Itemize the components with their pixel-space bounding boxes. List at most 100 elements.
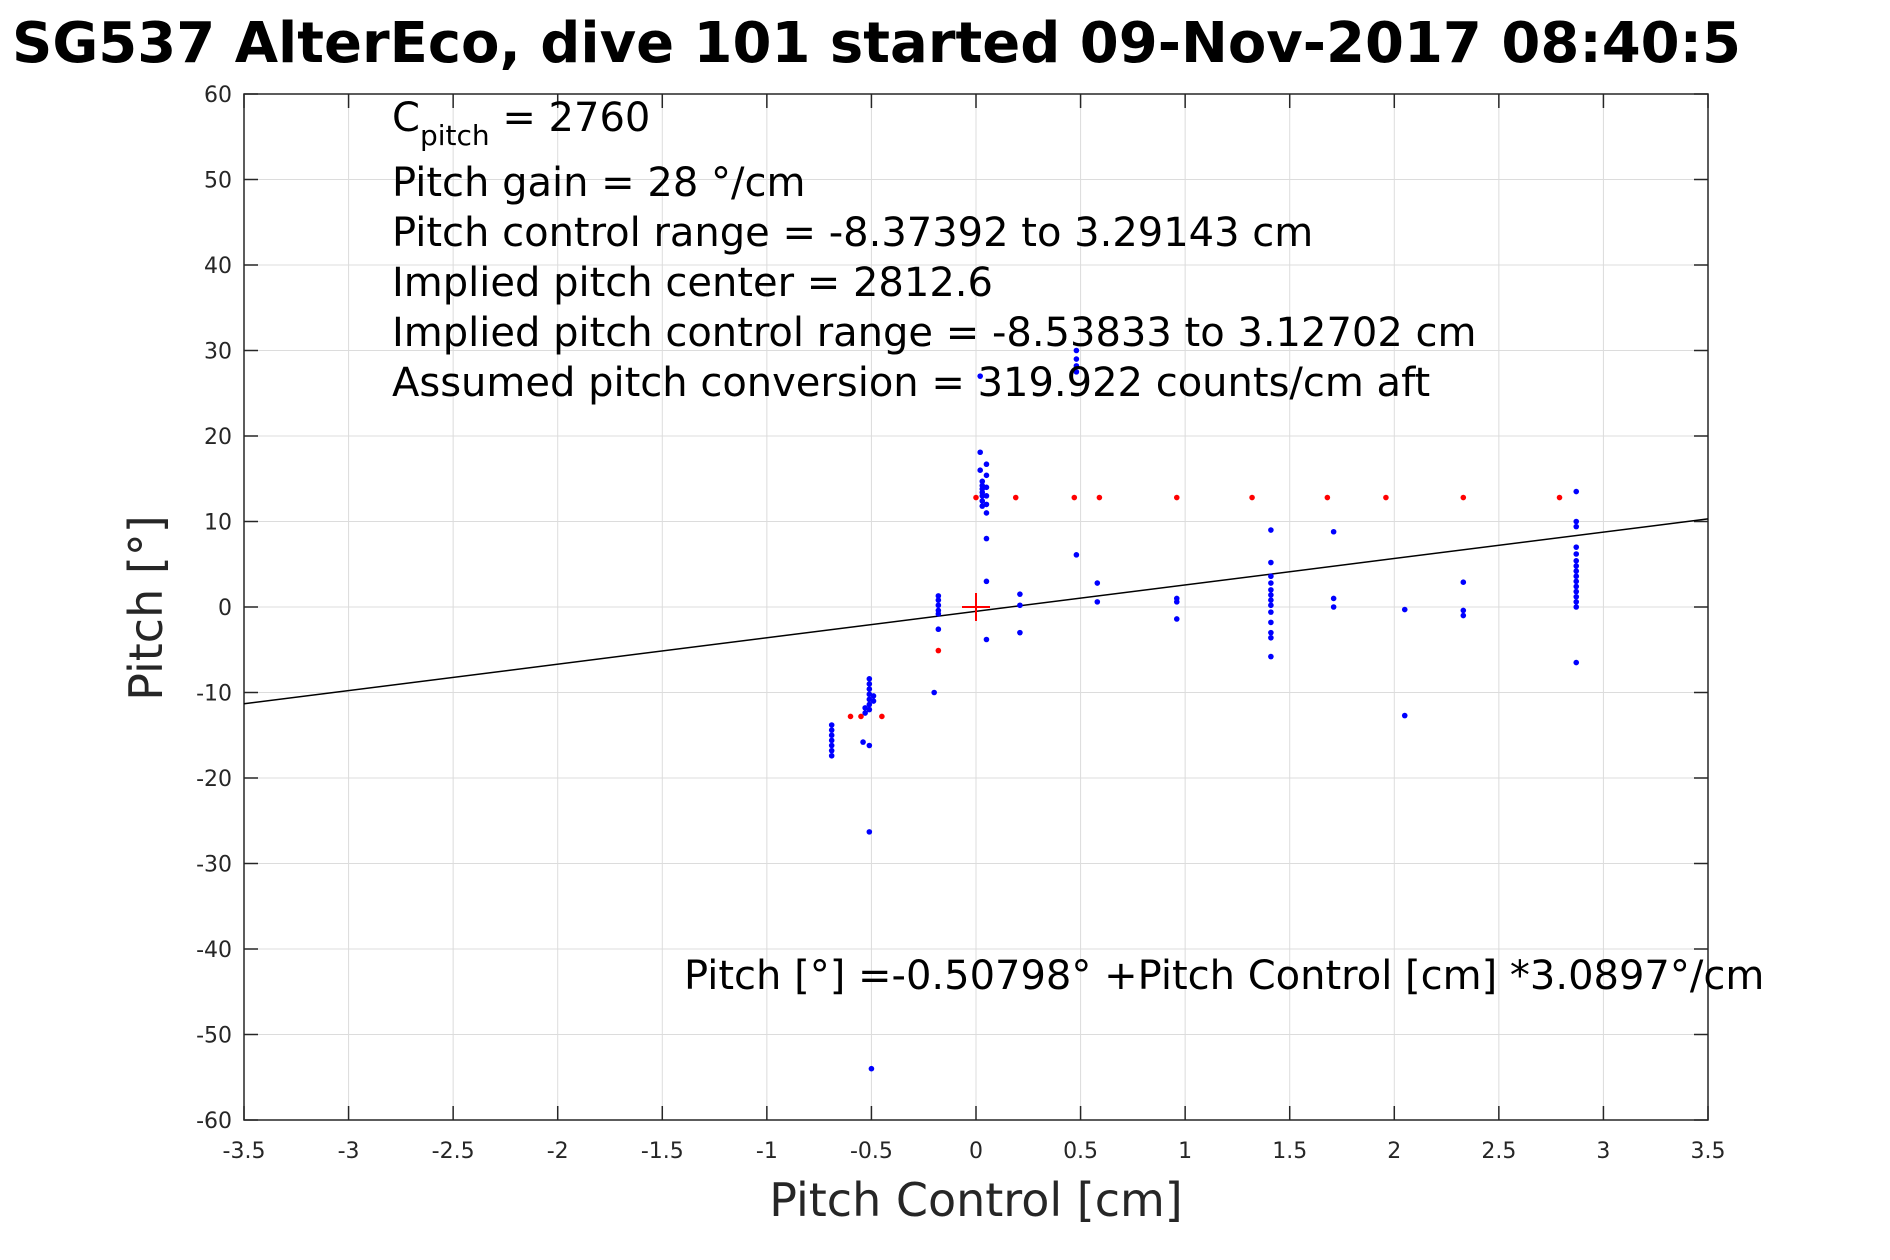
data-point [1268, 587, 1274, 593]
data-point [1173, 616, 1180, 622]
cpitch-sub: pitch [420, 119, 490, 152]
data-point [983, 578, 990, 585]
fit-equation: Pitch [°] =-0.50798° +Pitch Control [cm]… [684, 953, 1764, 999]
data-point [828, 752, 835, 759]
data-point [1573, 588, 1580, 595]
x-tick-labels: -3.5 -3 -2.5 -2 -1.5 -1 -0.5 0 0.5 1 1.5 2 2.5 3 3.5 [223, 1139, 1726, 1164]
x-tick-label: 2.5 [1481, 1139, 1516, 1164]
data-point [1573, 544, 1580, 550]
y-tick-label: 20 [204, 425, 232, 450]
data-point [935, 647, 942, 654]
gain-annotation: Pitch gain = 28 °/cm [392, 160, 805, 206]
data-point [1268, 619, 1274, 626]
data-point [1556, 494, 1563, 501]
data-point [866, 681, 873, 687]
data-point [935, 602, 942, 609]
x-tick-label: -1 [756, 1139, 778, 1164]
data-point [866, 701, 873, 708]
data-point [1173, 494, 1180, 501]
data-point [1330, 604, 1337, 610]
data-point [977, 467, 983, 474]
x-tick-label: -2.5 [432, 1139, 475, 1164]
data-point [1573, 518, 1580, 525]
data-point [828, 727, 835, 733]
data-point [828, 747, 835, 754]
y-tick-label: 60 [204, 83, 232, 108]
data-point [1324, 494, 1331, 501]
data-point [1268, 597, 1274, 603]
data-point [979, 478, 986, 485]
data-point [1401, 712, 1408, 719]
data-point [1268, 653, 1274, 660]
data-point [1017, 602, 1023, 609]
data-point [1268, 602, 1274, 609]
data-point [983, 472, 990, 479]
data-point [1573, 578, 1580, 585]
data-point [1071, 494, 1078, 501]
data-point [935, 597, 942, 603]
cpitch-annotation: Cpitch = 2760 [392, 95, 650, 152]
data-point [935, 593, 942, 599]
y-tick-label: -60 [196, 1109, 232, 1134]
data-point [866, 696, 873, 703]
y-tick-label: -20 [196, 767, 232, 792]
y-tick-label: 40 [204, 254, 232, 279]
data-point [1573, 523, 1580, 530]
x-axis-title: Pitch Control [cm] [769, 1173, 1183, 1227]
data-point [977, 373, 983, 379]
data-point [1573, 659, 1580, 666]
y-tick-label: 0 [218, 596, 232, 621]
data-point [1268, 609, 1274, 615]
data-point [1073, 347, 1080, 354]
data-point [931, 689, 937, 696]
data-point [1268, 573, 1274, 580]
data-point [1268, 527, 1274, 533]
data-point [1017, 591, 1023, 597]
data-point [1573, 593, 1580, 600]
data-point [1073, 369, 1080, 375]
data-point [1017, 629, 1023, 636]
data-point [1573, 573, 1580, 580]
data-point [1573, 568, 1580, 574]
data-point [1249, 494, 1255, 501]
data-point [866, 742, 873, 749]
data-point [828, 732, 835, 739]
data-point [983, 510, 990, 516]
chart-title: SG537 AlterEco, dive 101 started 09-Nov-… [12, 11, 1741, 76]
x-tick-label: -3 [338, 1139, 360, 1164]
x-tick-label: -3.5 [223, 1139, 266, 1164]
data-point [1573, 604, 1580, 610]
range-annotation: Pitch control range = -8.37392 to 3.2914… [392, 210, 1313, 256]
data-point [866, 691, 873, 698]
data-point [870, 693, 877, 699]
y-tick-label: -30 [196, 853, 232, 878]
y-tick-label: 30 [204, 340, 232, 365]
ticks [243, 93, 1709, 1121]
data-point [828, 722, 835, 728]
data-point [973, 494, 979, 501]
x-tick-label: -0.5 [850, 1139, 893, 1164]
data-point [979, 498, 986, 504]
data-point [983, 501, 990, 508]
data-point [866, 686, 873, 692]
y-tick-label: -50 [196, 1024, 232, 1049]
x-tick-label: 1 [1178, 1139, 1192, 1164]
data-point [1268, 634, 1274, 641]
data-point [1073, 552, 1080, 558]
y-axis-title: Pitch [°] [119, 515, 173, 701]
x-tick-label: 0.5 [1063, 1139, 1098, 1164]
data-point [1573, 551, 1580, 557]
x-tick-label: 0 [969, 1139, 983, 1164]
data-point [1460, 579, 1467, 586]
data-point [1573, 488, 1580, 495]
data-point [1460, 612, 1467, 619]
data-point [866, 829, 873, 835]
data-point [1460, 494, 1467, 501]
data-point [860, 739, 866, 745]
conversion-annotation: Assumed pitch conversion = 319.922 count… [392, 360, 1430, 406]
data-point [983, 484, 990, 491]
data-point [858, 713, 864, 720]
data-point [866, 676, 873, 682]
data-point [1268, 559, 1274, 566]
center-annotation: Implied pitch center = 2812.6 [392, 260, 993, 306]
